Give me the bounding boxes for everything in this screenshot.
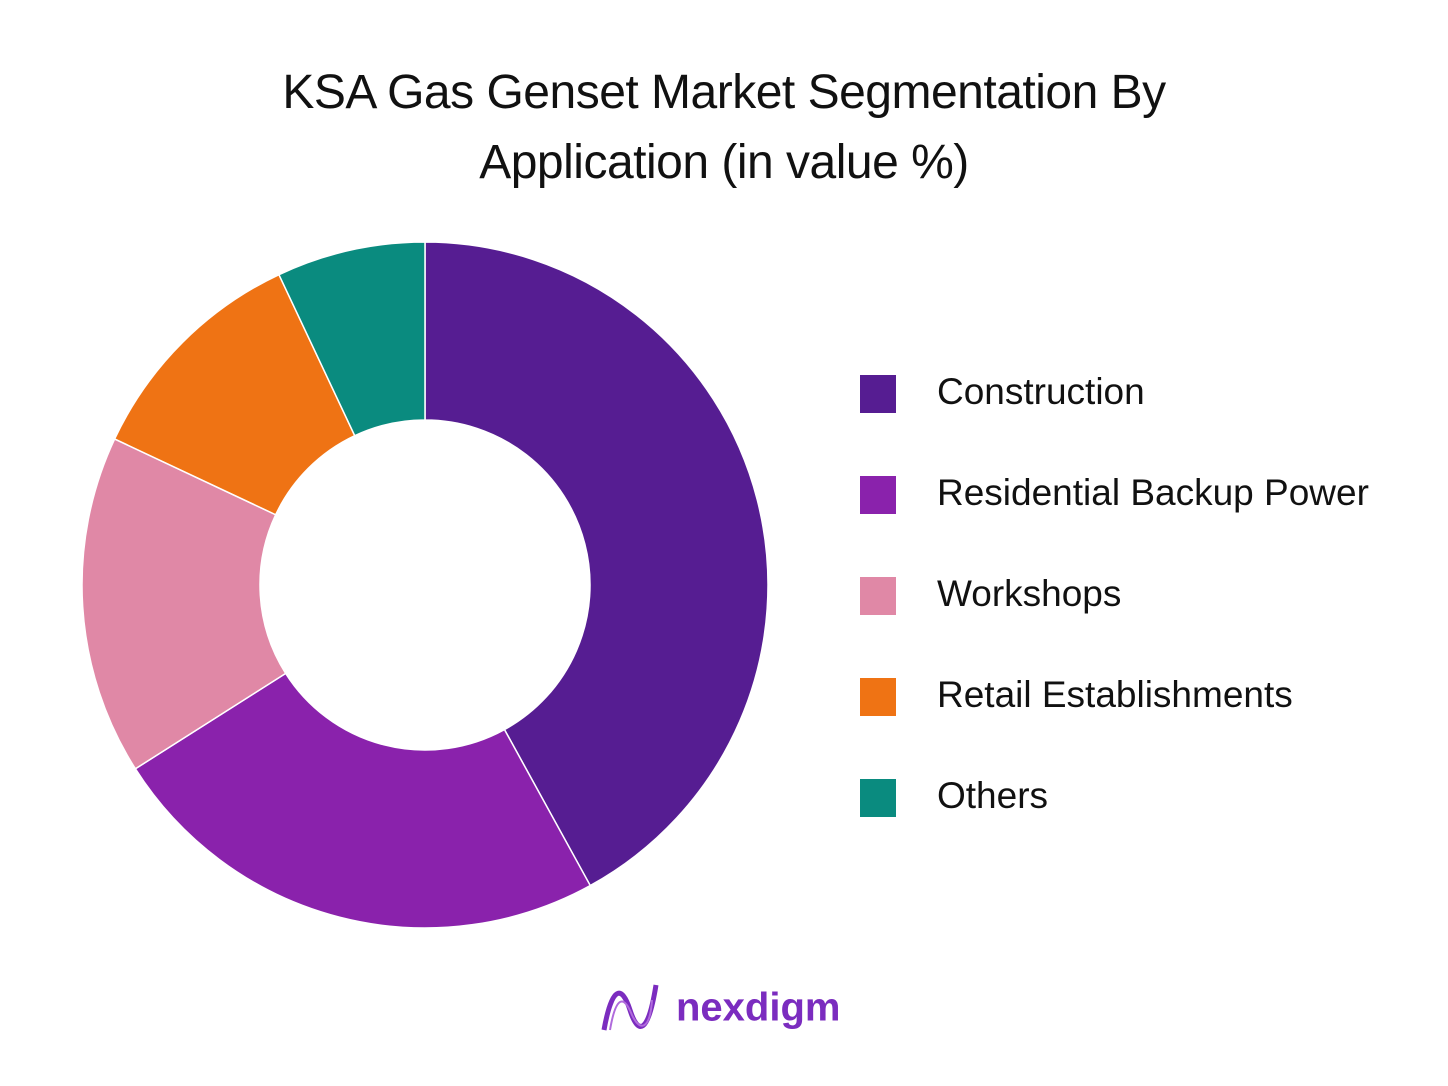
chart-title: KSA Gas Genset Market Segmentation By Ap…	[282, 66, 1166, 189]
logo-icon	[609, 999, 653, 1031]
legend-label: Others	[937, 775, 1048, 816]
legend-swatch	[860, 678, 896, 716]
donut-slice	[134, 672, 592, 929]
donut-slice	[277, 241, 426, 437]
legend-swatch	[860, 779, 896, 817]
donut-slice	[113, 273, 356, 516]
brand-logo: nexdigm	[601, 984, 840, 1031]
legend-label: Residential Backup Power	[937, 472, 1369, 513]
legend-label: Workshops	[937, 573, 1121, 614]
legend-swatch	[860, 375, 896, 413]
legend-label: Construction	[937, 371, 1145, 412]
legend-label: Retail Establishments	[937, 674, 1293, 715]
brand-name: nexdigm	[676, 986, 840, 1030]
legend-swatch	[860, 476, 896, 514]
donut-slice	[424, 241, 769, 887]
legend-swatch	[860, 577, 896, 615]
donut-slice	[81, 437, 287, 770]
